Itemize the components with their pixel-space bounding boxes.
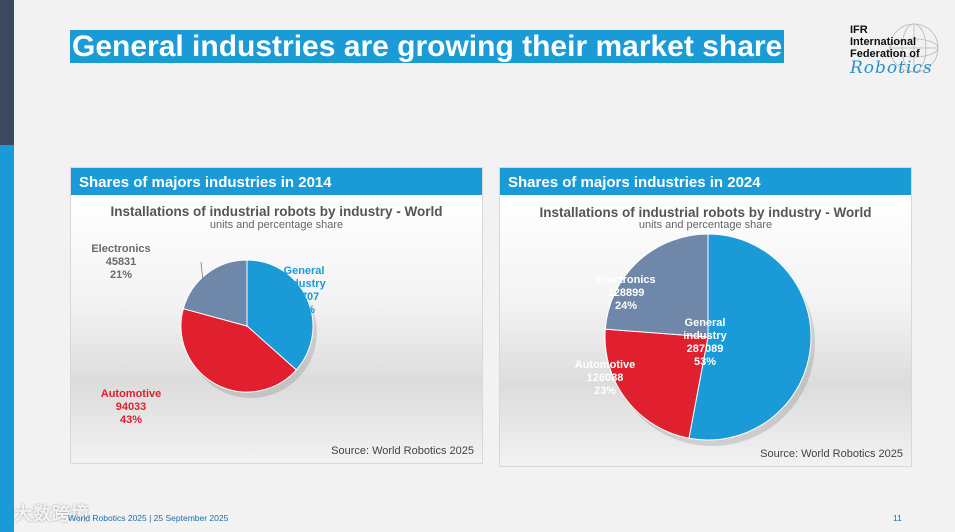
slice-label-general: General industry 287089 53% xyxy=(660,317,750,369)
panel-2024-body: Installations of industrial robots by in… xyxy=(500,195,911,466)
chart-2014-title: Installations of industrial robots by in… xyxy=(110,204,443,219)
slice-label-line: General xyxy=(283,265,325,277)
slice-label-line: General xyxy=(684,317,726,329)
slice-label-line: industry xyxy=(683,330,727,342)
slice-label-line: 80707 xyxy=(288,291,320,303)
side-accent-dark xyxy=(0,0,14,145)
slice-label-line: 126088 xyxy=(586,372,624,384)
slice-label-line: industry xyxy=(282,278,326,290)
globe-icon xyxy=(889,23,939,73)
pie-slice-general xyxy=(246,259,314,371)
slice-label-line: Electronics xyxy=(596,274,656,286)
slice-label-line: 128899 xyxy=(607,287,645,299)
footer-text: World Robotics 2025 | 25 September 2025 xyxy=(68,513,229,523)
slice-label-automotive: Automotive 126088 23% xyxy=(560,359,650,398)
logo-robotics-script: Robotics xyxy=(850,58,933,78)
slice-label-line: 45831 xyxy=(105,256,137,268)
pie-slice-electronics xyxy=(182,259,248,327)
panel-2024: Shares of majors industries in 2024 Inst… xyxy=(499,167,912,467)
slice-label-line: 36% xyxy=(292,304,316,316)
slice-label-line: 24% xyxy=(614,300,638,312)
leader-line-electronics xyxy=(200,261,204,283)
chart-2014-source: Source: World Robotics 2025 xyxy=(331,445,474,457)
chart-2024-subtitle: units and percentage share xyxy=(638,219,773,231)
pie-slice-electronics xyxy=(604,233,709,338)
slice-label-line: 94033 xyxy=(115,401,147,413)
logo-line-ifr: IFR xyxy=(850,24,868,36)
slice-label-line: 23% xyxy=(593,385,617,397)
slice-label-line: Automotive xyxy=(574,359,636,371)
slice-label-general: General industry 80707 36% xyxy=(259,265,349,317)
pie-slice-general xyxy=(688,233,812,441)
slice-label-line: Automotive xyxy=(100,388,162,400)
chart-2024-source: Source: World Robotics 2025 xyxy=(760,448,903,460)
slice-label-line: 21% xyxy=(109,269,133,281)
page-number: 11 xyxy=(893,513,902,523)
pie-slice-automotive xyxy=(180,308,297,393)
pie-slice-automotive xyxy=(604,328,709,439)
pie-chart-2014 xyxy=(180,259,317,398)
pie-chart-2024 xyxy=(604,233,815,446)
slice-label-line: 53% xyxy=(693,356,717,368)
panel-2014-header: Shares of majors industries in 2014 xyxy=(71,168,482,195)
ifr-logo: IFR International Federation of Robotics xyxy=(850,23,945,94)
slice-label-line: Electronics xyxy=(91,243,151,255)
side-accent-blue xyxy=(0,145,14,532)
slice-label-automotive: Automotive 94033 43% xyxy=(86,388,176,427)
slice-label-line: 287089 xyxy=(686,343,724,355)
slice-label-electronics: Electronics 128899 24% xyxy=(581,274,671,313)
slide-title: General industries are growing their mar… xyxy=(70,30,785,63)
chart-2014-subtitle: units and percentage share xyxy=(209,219,344,231)
chart-2024-title: Installations of industrial robots by in… xyxy=(539,205,872,220)
slice-label-electronics: Electronics 45831 21% xyxy=(76,243,166,282)
panel-2014-body: Installations of industrial robots by in… xyxy=(71,195,482,463)
panel-2024-header: Shares of majors industries in 2024 xyxy=(500,168,911,195)
panel-2014: Shares of majors industries in 2014 Inst… xyxy=(70,167,483,464)
logo-line-international: International xyxy=(850,36,917,48)
logo-line-federation: Federation of xyxy=(850,48,920,60)
watermark: 大数跨境 xyxy=(14,504,90,524)
slice-label-line: 43% xyxy=(119,414,143,426)
